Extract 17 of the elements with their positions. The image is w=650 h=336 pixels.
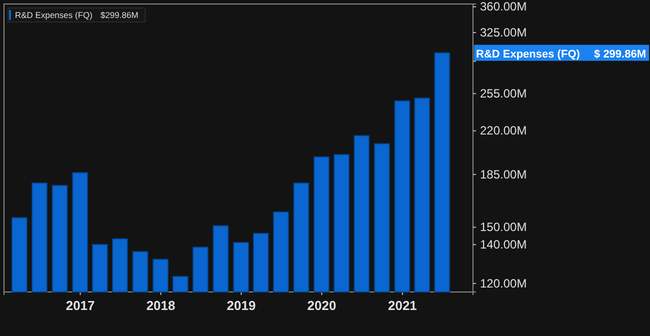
x-tick-label: 2021 bbox=[388, 298, 417, 314]
text: $ 299.86M bbox=[594, 48, 646, 60]
annotation: $299.86M bbox=[100, 10, 138, 20]
x-tick-label: 2020 bbox=[307, 298, 336, 314]
y-tick-label: 220.00M bbox=[480, 124, 527, 138]
x-tick-label: 2018 bbox=[146, 298, 176, 314]
x-tick-label: 2017 bbox=[66, 298, 95, 314]
y-tick-label: 255.00M bbox=[480, 86, 527, 100]
text: R&D Expenses (FQ) bbox=[476, 48, 580, 60]
x-tick-label: 2019 bbox=[226, 298, 256, 314]
y-tick-label: 140.00M bbox=[480, 237, 527, 252]
y-tick-label: 325.00M bbox=[480, 25, 527, 40]
y-tick-label: 150.00M bbox=[480, 220, 527, 234]
y-tick-label: 360.00M bbox=[480, 0, 527, 14]
y-tick-label: 185.00M bbox=[480, 167, 527, 182]
legend-label: R&D Expenses (FQ) bbox=[15, 10, 93, 20]
y-tick-label: 120.00M bbox=[480, 276, 527, 290]
